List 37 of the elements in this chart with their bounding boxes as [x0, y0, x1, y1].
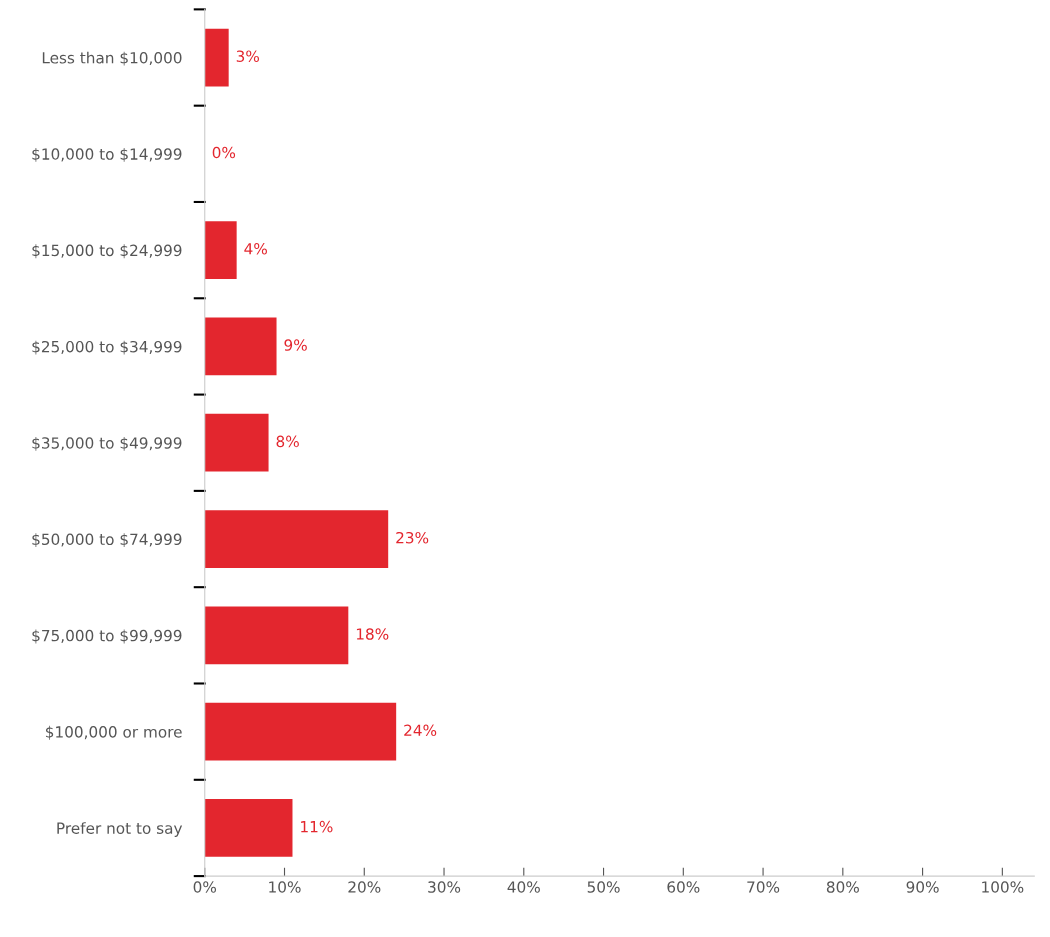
data-label: 3% — [236, 50, 260, 62]
x-tick-label: 0% — [193, 881, 217, 893]
x-tick-label: 20% — [348, 881, 381, 893]
data-label: 11% — [301, 820, 333, 833]
bar — [204, 702, 397, 761]
data-label: 9% — [284, 339, 307, 351]
y-tick-label: $15,000 to $24,999 — [32, 244, 182, 259]
data-label: 8% — [276, 435, 299, 448]
bar — [204, 221, 237, 280]
x-tick-label: 50% — [587, 881, 620, 893]
y-tick-label: $100,000 or more — [45, 725, 182, 740]
y-tick-label: Prefer not to say — [57, 822, 183, 837]
y-tick-label: Less than $10,000 — [42, 51, 182, 66]
x-tick-label: 70% — [747, 881, 780, 893]
data-label: 23% — [396, 531, 429, 544]
data-label: 0% — [212, 146, 236, 159]
bar — [204, 28, 229, 87]
x-tick-label: 30% — [428, 881, 461, 893]
y-tick-label: $50,000 to $74,999 — [32, 533, 182, 548]
x-tick-label: 80% — [826, 881, 859, 893]
x-tick-label: 60% — [667, 881, 700, 893]
x-tick-label: 90% — [906, 881, 939, 893]
data-label: 18% — [356, 628, 389, 640]
x-tick-label: 100% — [982, 881, 1024, 893]
bar — [204, 510, 389, 568]
x-tick-label: 40% — [507, 881, 540, 893]
bar — [204, 413, 269, 472]
data-label: 4% — [244, 243, 267, 255]
y-tick-label: $25,000 to $34,999 — [32, 340, 182, 355]
y-tick-label: $75,000 to $99,999 — [32, 629, 182, 644]
bar — [204, 606, 349, 665]
bar — [204, 317, 277, 376]
x-tick-label: 10% — [269, 881, 301, 893]
data-label: 24% — [404, 724, 437, 737]
y-tick-label: $10,000 to $14,999 — [32, 148, 182, 162]
y-tick-label: $35,000 to $49,999 — [32, 436, 182, 451]
bar — [204, 799, 293, 857]
